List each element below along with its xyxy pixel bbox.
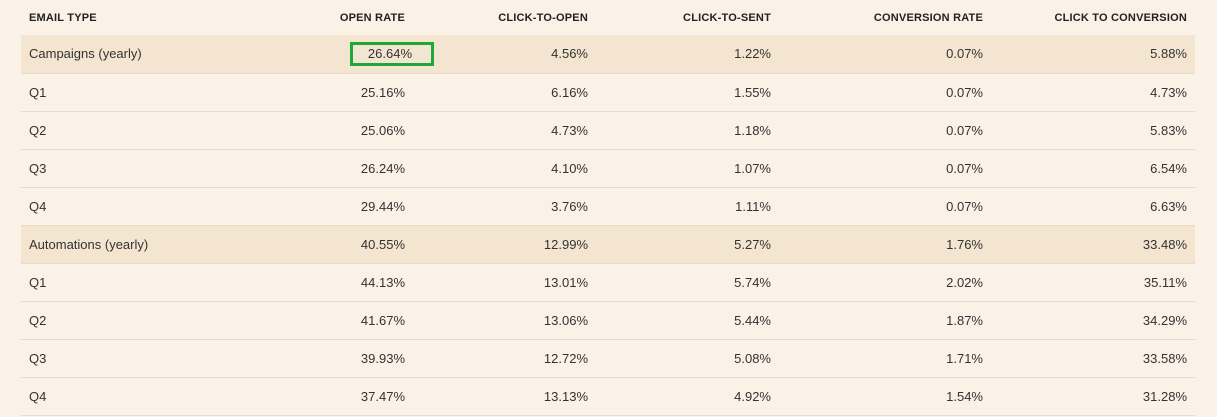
table-row: Q1 25.16% 6.16% 1.55% 0.07% 4.73% xyxy=(21,73,1195,112)
header-email-type[interactable]: EMAIL TYPE xyxy=(29,11,97,24)
cell-conversion-rate: 0.07% xyxy=(779,111,991,150)
cell-click-to-open: 12.72% xyxy=(413,339,596,378)
table-row: Q3 39.93% 12.72% 5.08% 1.71% 33.58% xyxy=(21,339,1195,378)
table-row: Q1 44.13% 13.01% 5.74% 2.02% 35.11% xyxy=(21,263,1195,302)
cell-click-to-sent: 5.44% xyxy=(596,301,779,340)
cell-click-to-sent: 1.55% xyxy=(596,73,779,112)
header-click-to-open[interactable]: CLICK-TO-OPEN xyxy=(498,11,588,24)
cell-click-to-sent: 1.18% xyxy=(596,111,779,150)
cell-click-to-conversion: 35.11% xyxy=(991,263,1195,302)
cell-conversion-rate: 0.07% xyxy=(779,73,991,112)
cell-click-to-conversion: 33.58% xyxy=(991,339,1195,378)
cell-conversion-rate: 1.76% xyxy=(779,225,991,264)
cell-email-type: Q2 xyxy=(21,111,292,150)
cell-conversion-rate: 2.02% xyxy=(779,263,991,302)
cell-click-to-sent: 5.74% xyxy=(596,263,779,302)
cell-click-to-open: 3.76% xyxy=(413,187,596,226)
cell-click-to-open: 13.06% xyxy=(413,301,596,340)
cell-click-to-sent: 5.08% xyxy=(596,339,779,378)
cell-email-type: Campaigns (yearly) xyxy=(21,35,292,74)
cell-email-type: Q4 xyxy=(21,377,292,416)
cell-click-to-open: 12.99% xyxy=(413,225,596,264)
header-conversion-rate[interactable]: CONVERSION RATE xyxy=(873,11,983,24)
cell-click-to-open: 4.10% xyxy=(413,149,596,188)
cell-click-to-conversion: 33.48% xyxy=(991,225,1195,264)
cell-click-to-sent: 1.11% xyxy=(596,187,779,226)
cell-click-to-sent: 1.22% xyxy=(596,35,779,74)
email-benchmark-table: EMAIL TYPE OPEN RATE CLICK-TO-OPEN CLICK… xyxy=(21,0,1195,416)
cell-click-to-sent: 5.27% xyxy=(596,225,779,264)
cell-conversion-rate: 1.71% xyxy=(779,339,991,378)
cell-click-to-open: 6.16% xyxy=(413,73,596,112)
cell-open-rate: 26.64% xyxy=(292,35,434,74)
cell-click-to-sent: 4.92% xyxy=(596,377,779,416)
cell-conversion-rate: 1.54% xyxy=(779,377,991,416)
cell-open-rate: 26.24% xyxy=(292,149,413,188)
cell-click-to-conversion: 5.88% xyxy=(991,35,1195,74)
table-row: Q4 37.47% 13.13% 4.92% 1.54% 31.28% xyxy=(21,377,1195,416)
cell-open-rate: 40.55% xyxy=(292,225,413,264)
cell-click-to-conversion: 34.29% xyxy=(991,301,1195,340)
table-row: Q2 25.06% 4.73% 1.18% 0.07% 5.83% xyxy=(21,111,1195,150)
cell-click-to-conversion: 5.83% xyxy=(991,111,1195,150)
cell-email-type: Q1 xyxy=(21,73,292,112)
table-header: EMAIL TYPE OPEN RATE CLICK-TO-OPEN CLICK… xyxy=(21,0,1195,35)
cell-click-to-open: 13.01% xyxy=(413,263,596,302)
header-open-rate[interactable]: OPEN RATE xyxy=(339,11,405,24)
cell-click-to-conversion: 31.28% xyxy=(991,377,1195,416)
cell-email-type: Q1 xyxy=(21,263,292,302)
table-body: Campaigns (yearly) 26.64% 4.56% 1.22% 0.… xyxy=(21,35,1195,416)
header-click-to-sent[interactable]: CLICK-TO-SENT xyxy=(683,11,771,24)
cell-email-type: Q3 xyxy=(21,339,292,378)
cell-open-rate: 25.06% xyxy=(292,111,413,150)
cell-click-to-open: 4.56% xyxy=(413,35,596,74)
cell-conversion-rate: 1.87% xyxy=(779,301,991,340)
cell-click-to-open: 13.13% xyxy=(413,377,596,416)
cell-conversion-rate: 0.07% xyxy=(779,187,991,226)
table-row-campaigns-yearly: Campaigns (yearly) 26.64% 4.56% 1.22% 0.… xyxy=(21,35,1195,74)
cell-open-rate: 44.13% xyxy=(292,263,413,302)
cell-click-to-sent: 1.07% xyxy=(596,149,779,188)
table-row-automations-yearly: Automations (yearly) 40.55% 12.99% 5.27%… xyxy=(21,225,1195,264)
cell-open-rate: 39.93% xyxy=(292,339,413,378)
cell-conversion-rate: 0.07% xyxy=(779,149,991,188)
table-row: Q4 29.44% 3.76% 1.11% 0.07% 6.63% xyxy=(21,187,1195,226)
table-row: Q2 41.67% 13.06% 5.44% 1.87% 34.29% xyxy=(21,301,1195,340)
cell-open-rate: 25.16% xyxy=(292,73,413,112)
cell-click-to-conversion: 6.63% xyxy=(991,187,1195,226)
highlighted-value: 26.64% xyxy=(349,41,434,66)
cell-open-rate: 37.47% xyxy=(292,377,413,416)
cell-email-type: Q2 xyxy=(21,301,292,340)
cell-email-type: Q4 xyxy=(21,187,292,226)
cell-click-to-conversion: 6.54% xyxy=(991,149,1195,188)
cell-email-type: Automations (yearly) xyxy=(21,225,292,264)
cell-email-type: Q3 xyxy=(21,149,292,188)
header-row: EMAIL TYPE OPEN RATE CLICK-TO-OPEN CLICK… xyxy=(21,0,1195,35)
cell-click-to-open: 4.73% xyxy=(413,111,596,150)
table-row: Q3 26.24% 4.10% 1.07% 0.07% 6.54% xyxy=(21,149,1195,188)
header-click-to-conversion[interactable]: CLICK TO CONVERSION xyxy=(1054,11,1187,24)
cell-open-rate: 29.44% xyxy=(292,187,413,226)
cell-conversion-rate: 0.07% xyxy=(779,35,991,74)
cell-open-rate: 41.67% xyxy=(292,301,413,340)
cell-click-to-conversion: 4.73% xyxy=(991,73,1195,112)
